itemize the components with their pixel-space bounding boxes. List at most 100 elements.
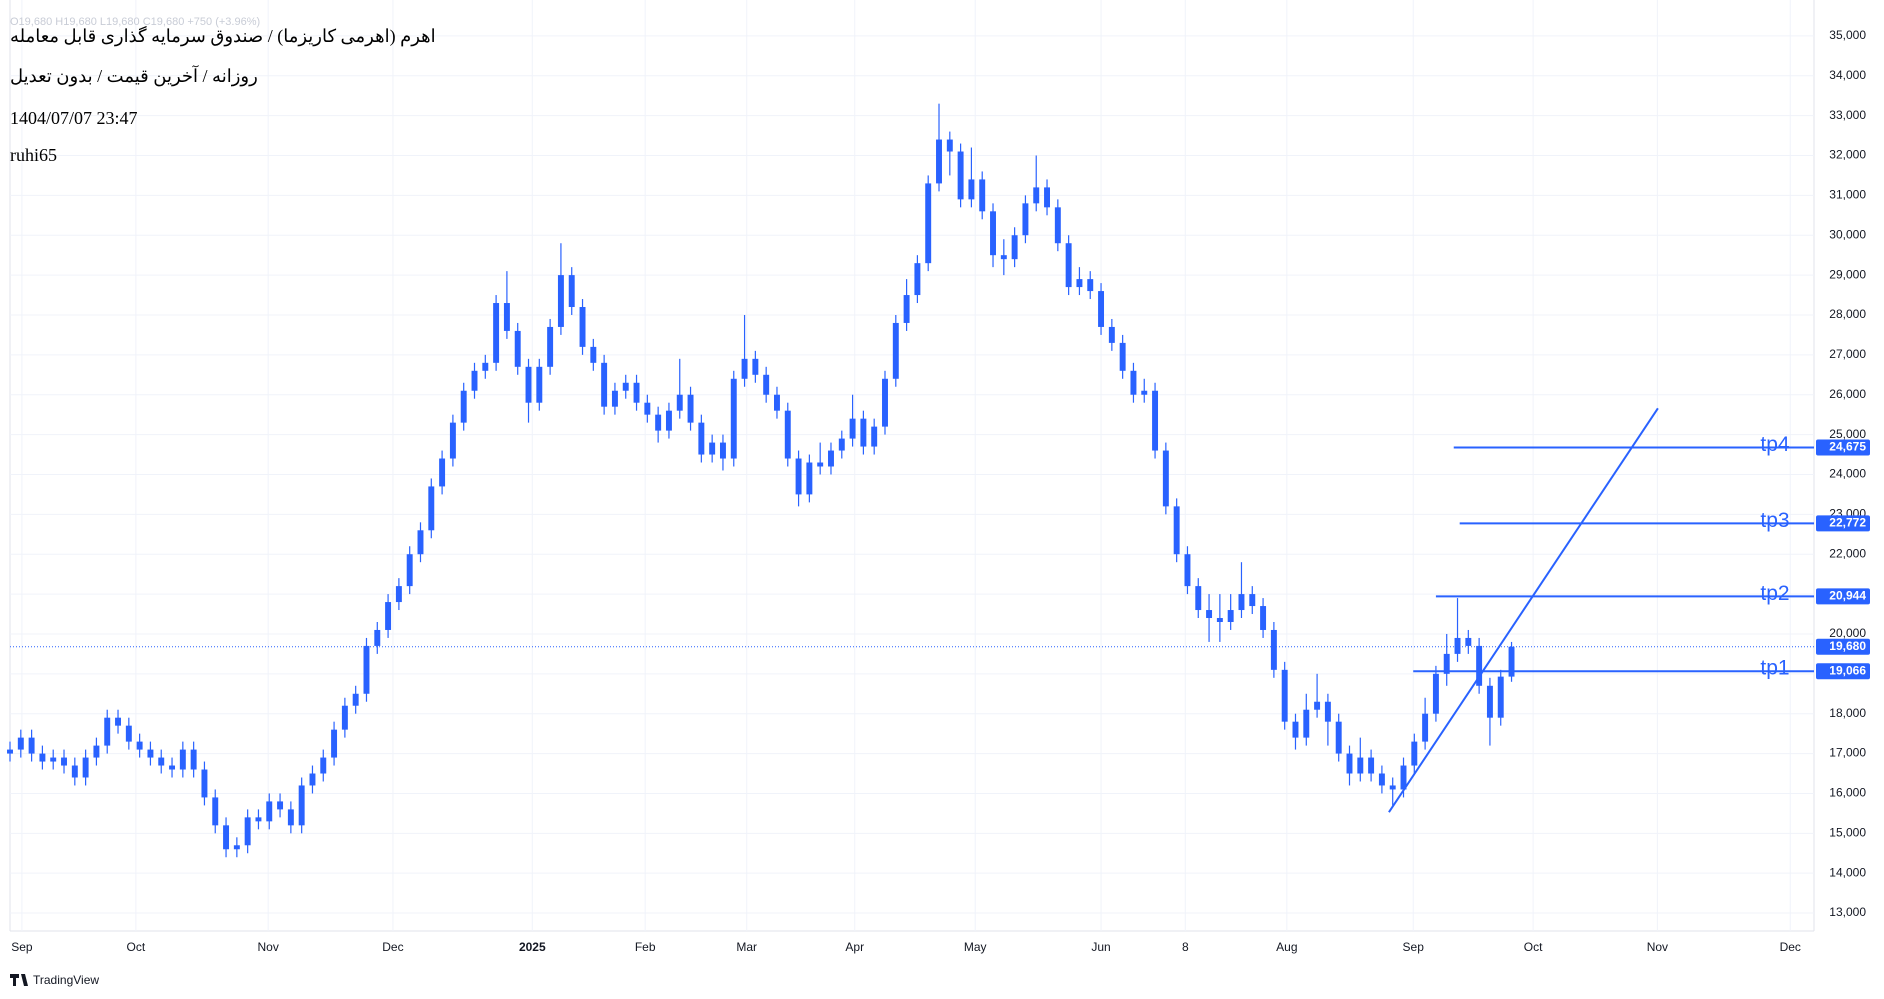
candle-body — [298, 785, 305, 826]
candle-body — [773, 394, 780, 411]
candle-body — [914, 263, 921, 296]
candle-body — [838, 438, 845, 451]
candle-body — [1270, 629, 1277, 670]
x-tick-label: Mar — [736, 940, 757, 954]
candle-body — [882, 378, 888, 427]
candle-body — [1400, 765, 1407, 790]
candle-body — [925, 183, 932, 264]
candle-body — [439, 458, 446, 487]
y-tick-label: 22,000 — [1829, 546, 1866, 560]
ohlc-legend: O19,680 H19,680 L19,680 C19,680 +750 (+3… — [10, 16, 260, 28]
candle-body — [212, 797, 219, 826]
candle-body — [331, 729, 338, 758]
candle-body — [7, 749, 13, 754]
candle-body — [71, 765, 78, 778]
candle-body — [1508, 646, 1515, 677]
candle-body — [1119, 342, 1126, 371]
candle-body — [1108, 326, 1115, 343]
candle-body — [1184, 554, 1191, 587]
x-tick-label: Dec — [382, 940, 403, 954]
candle-body — [115, 717, 121, 726]
candle-body — [417, 530, 424, 555]
candle-body — [1162, 450, 1169, 507]
price-label: 20,944 — [1829, 588, 1866, 602]
price-label-bg — [1816, 515, 1870, 532]
target-label: tp1 — [1760, 657, 1789, 680]
candle-body — [385, 602, 392, 630]
trendline — [1388, 407, 1659, 813]
y-tick-label: 32,000 — [1829, 148, 1866, 162]
x-tick-label: Sep — [1403, 940, 1425, 954]
x-tick-label: Dec — [1780, 940, 1801, 954]
candle-body — [1238, 594, 1245, 611]
candle-body — [1260, 606, 1267, 630]
candle-body — [1098, 291, 1105, 327]
x-tick-label: 8 — [1182, 940, 1189, 954]
candle-body — [1389, 785, 1396, 790]
candle-body — [1141, 390, 1148, 395]
candle-body — [93, 745, 100, 758]
timestamp: 1404/07/07 23:47 — [10, 108, 138, 128]
candle-body — [395, 586, 402, 603]
author: ruhi65 — [10, 145, 57, 165]
candle-body — [709, 442, 716, 455]
candle-body — [655, 414, 662, 431]
y-tick-label: 30,000 — [1829, 227, 1866, 241]
y-tick-label: 35,000 — [1829, 28, 1866, 42]
y-tick-label: 31,000 — [1829, 188, 1866, 202]
candle-body — [741, 358, 748, 379]
candle-body — [125, 725, 132, 742]
candle-body — [1195, 586, 1202, 611]
logo — [10, 974, 28, 986]
candle-body — [806, 462, 813, 495]
candle-body — [590, 346, 597, 363]
candle-body — [1497, 676, 1504, 718]
candle-body — [579, 307, 586, 347]
y-tick-label: 26,000 — [1829, 387, 1866, 401]
candle-body — [471, 370, 478, 391]
candle-body — [1476, 645, 1483, 686]
candle-body — [136, 741, 143, 750]
candle-body — [1324, 701, 1331, 722]
price-label-bg — [1816, 439, 1870, 456]
candle-body — [255, 817, 262, 822]
candle-body — [979, 179, 986, 212]
y-tick-label: 18,000 — [1829, 706, 1866, 720]
x-tick-label: Sep — [11, 940, 33, 954]
x-tick-label: Apr — [845, 940, 864, 954]
chart-title: اهرم (اهرمی کاریزما) / صندوق سرمایه گذار… — [10, 25, 436, 47]
candle-body — [1486, 685, 1493, 718]
y-tick-label: 24,000 — [1829, 467, 1866, 481]
candle-body — [503, 303, 510, 331]
y-tick-label: 16,000 — [1829, 786, 1866, 800]
x-tick-label: 2025 — [519, 940, 546, 954]
y-tick-label: 33,000 — [1829, 108, 1866, 122]
x-tick-label: Oct — [1524, 940, 1543, 954]
candle-body — [936, 139, 942, 184]
candle-body — [39, 753, 46, 762]
candle-body — [665, 410, 672, 431]
candle-body — [460, 390, 467, 423]
y-tick-label: 29,000 — [1829, 267, 1866, 281]
candle-body — [698, 422, 705, 455]
candle-body — [1087, 279, 1094, 292]
candle-body — [190, 749, 197, 770]
candle-body — [223, 825, 230, 850]
candle-body — [1173, 506, 1180, 555]
chart-subtitle: روزانه / آخرین قیمت / بدون تعدیل — [10, 65, 258, 87]
candle-body — [1054, 207, 1061, 244]
price-label: 19,680 — [1829, 639, 1866, 653]
candle-body — [179, 749, 186, 770]
candle-body — [601, 362, 608, 407]
candle-body — [1011, 235, 1018, 260]
candle-body — [1422, 713, 1429, 742]
candle-body — [406, 554, 413, 587]
candle-body — [17, 737, 24, 750]
candle-body — [201, 769, 208, 798]
candle-body — [687, 394, 694, 423]
candle-body — [320, 757, 327, 774]
x-tick-label: Feb — [635, 940, 656, 954]
candle-body — [730, 378, 737, 459]
